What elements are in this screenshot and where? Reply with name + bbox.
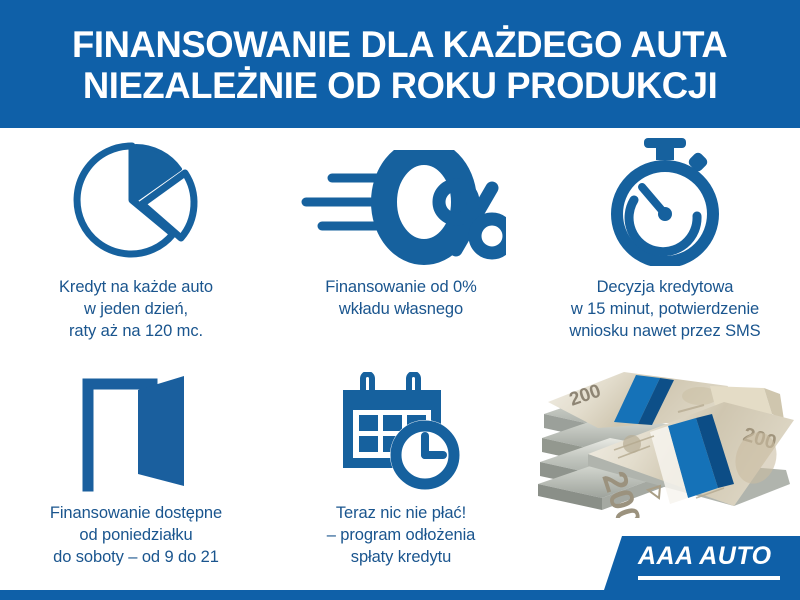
feature-item-opening-hours: Finansowanie dostępne od poniedziałku do… (0, 366, 272, 590)
logo-wordmark: AAA AUTO (638, 542, 772, 570)
feature-caption: Decyzja kredytowa w 15 minut, potwierdze… (569, 276, 760, 342)
open-door-icon (0, 366, 272, 492)
caption-line: raty aż na 120 mc. (69, 322, 203, 341)
caption-line: Teraz nic nie płać! (335, 504, 467, 522)
aaa-auto-logo[interactable]: AAA AUTO (604, 536, 800, 590)
logo-background-shape (604, 536, 800, 590)
caption-line: Kredyt na każde auto (59, 278, 213, 296)
caption-line: – program odłożenia (326, 526, 476, 545)
calendar-clock-icon (272, 366, 530, 492)
feature-caption: Finansowanie od 0% wkładu własnego (325, 276, 476, 320)
feature-item-zero-percent: Finansowanie od 0% wkładu własnego (272, 136, 530, 364)
caption-line: w jeden dzień, (83, 300, 189, 319)
banknote-stacks-image: 200 (528, 358, 796, 532)
header-line-1: FINANSOWANIE DLA KAŻDEGO AUTA (72, 24, 728, 66)
feature-grid: Kredyt na każde auto w jeden dzień, raty… (0, 128, 800, 590)
caption-line: wkładu własnego (338, 300, 464, 319)
bottom-accent-strip (0, 590, 800, 600)
caption-line: Finansowanie dostępne (49, 504, 223, 522)
feature-caption: Finansowanie dostępne od poniedziałku do… (50, 502, 222, 568)
feature-item-decision: Decyzja kredytowa w 15 minut, potwierdze… (530, 136, 800, 364)
stopwatch-icon (530, 136, 800, 266)
header-line-2: NIEZALEŻNIE OD ROKU PRODUKCJI (82, 65, 718, 106)
feature-caption: Teraz nic nie płać! – program odłożenia … (327, 502, 476, 568)
feature-caption: Kredyt na każde auto w jeden dzień, raty… (59, 276, 213, 342)
caption-line: Decyzja kredytowa (596, 278, 734, 296)
caption-line: w 15 minut, potwierdzenie (570, 300, 760, 319)
caption-line: od poniedziałku (79, 526, 193, 545)
caption-line: do soboty – od 9 do 21 (53, 548, 219, 567)
feature-item-deferred-payment: Teraz nic nie płać! – program odłożenia … (272, 366, 530, 590)
header-band: FINANSOWANIE DLA KAŻDEGO AUTA NIEZALEŻNI… (0, 0, 800, 128)
feature-item-credit: Kredyt na każde auto w jeden dzień, raty… (0, 136, 272, 364)
zero-percent-icon (272, 136, 530, 266)
logo-underline (638, 576, 780, 580)
pie-chart-icon (0, 136, 272, 266)
caption-line: Finansowanie od 0% (325, 278, 477, 296)
caption-line: wniosku nawet przez SMS (569, 322, 761, 341)
caption-line: spłaty kredytu (350, 548, 452, 567)
